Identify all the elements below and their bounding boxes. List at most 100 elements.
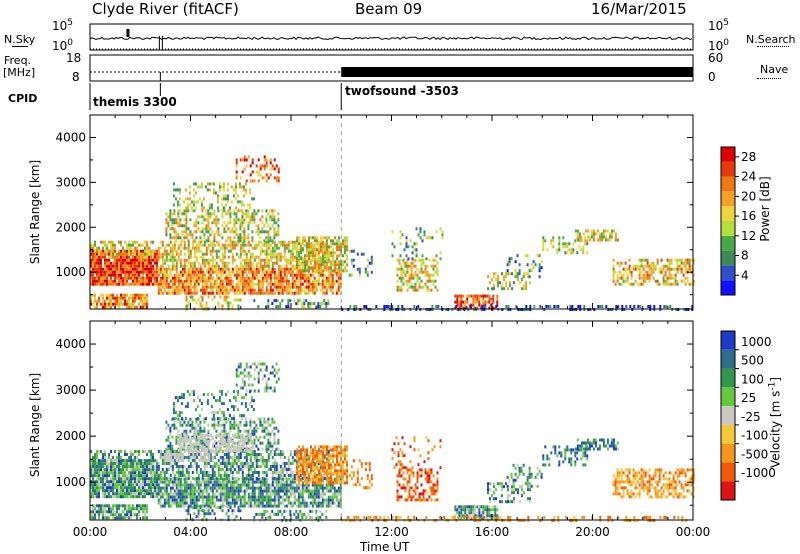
velocity-cell [299, 501, 302, 505]
power-cell [128, 252, 130, 256]
velocity-cell [128, 489, 130, 493]
power-cell [140, 264, 142, 268]
velocity-cell [265, 501, 268, 505]
power-cell [650, 267, 653, 271]
power-cell [257, 305, 260, 309]
power-cell [138, 293, 140, 297]
power-cell [169, 227, 172, 231]
power-cell [263, 267, 266, 271]
power-cell [306, 260, 308, 264]
power-cell [205, 230, 208, 234]
power-cell [146, 282, 148, 286]
velocity-cell [112, 516, 114, 520]
velocity-cell [177, 480, 180, 484]
power-cell [217, 227, 220, 231]
power-cell [247, 288, 250, 292]
power-cell [181, 282, 184, 286]
power-cell [217, 243, 220, 247]
power-cell [221, 273, 224, 277]
velocity-cell [106, 516, 108, 520]
power-cell [273, 218, 276, 222]
velocity-cell [251, 480, 254, 484]
velocity-cell [257, 498, 260, 502]
power-cell [227, 249, 230, 253]
power-cell [336, 257, 338, 261]
velocity-cell [134, 474, 136, 478]
power-cell [193, 285, 196, 289]
power-cell [229, 279, 232, 283]
velocity-cell [181, 504, 184, 508]
power-cell [267, 224, 270, 228]
power-cell [308, 260, 310, 264]
velocity-cell [247, 492, 250, 496]
velocity-cell [239, 498, 242, 502]
power-cell [124, 296, 126, 300]
power-cell [173, 267, 176, 271]
power-cell [301, 261, 304, 265]
power-cell [301, 282, 304, 286]
power-cell [508, 257, 511, 261]
power-cell [144, 282, 146, 286]
velocity-cell [315, 483, 318, 487]
power-cell [203, 264, 206, 268]
velocity-cell [175, 465, 178, 468]
power-cell [279, 252, 282, 256]
power-cell [173, 227, 176, 231]
velocity-cell [108, 492, 110, 496]
power-cell [525, 287, 527, 291]
power-cell [630, 276, 633, 280]
power-cell [221, 285, 224, 289]
power-cell [277, 282, 280, 286]
velocity-cell [116, 477, 118, 481]
velocity-cell [197, 480, 200, 484]
velocity-cell [138, 465, 140, 469]
power-cell [289, 258, 292, 262]
velocity-cell [207, 483, 210, 487]
power-cell [620, 273, 623, 277]
power-cell [312, 248, 314, 252]
power-cell [192, 188, 195, 192]
power-cell [247, 249, 250, 253]
velocity-cell [225, 480, 228, 484]
power-cell [132, 258, 134, 262]
velocity-cell [124, 474, 126, 478]
power-cell [662, 267, 665, 271]
power-cell [261, 209, 264, 213]
power-cell [306, 266, 308, 270]
velocity-cell [136, 459, 138, 463]
power-cell [211, 249, 214, 253]
velocity-cell [110, 507, 112, 511]
power-cell [579, 305, 582, 308]
power-cell [518, 272, 521, 276]
power-cell [118, 267, 120, 271]
power-cell [110, 249, 112, 253]
power-cell [243, 270, 246, 274]
power-cell [468, 294, 471, 298]
power-cell [263, 239, 266, 243]
power-cell [572, 251, 575, 255]
velocity-cell [199, 471, 202, 474]
power-cell [337, 291, 340, 295]
power-cell [241, 158, 244, 162]
velocity-cell [339, 501, 342, 505]
velocity-cell [146, 492, 148, 496]
velocity-cell [187, 486, 190, 490]
power-cell [227, 279, 230, 283]
velocity-cell [225, 501, 228, 505]
power-cell [253, 276, 256, 280]
velocity-cell [259, 504, 262, 508]
velocity-cell [173, 501, 176, 505]
power-cell [197, 298, 200, 302]
velocity-cell [112, 465, 114, 468]
velocity-cell [255, 495, 258, 499]
power-cell [205, 239, 208, 243]
velocity-cell [315, 495, 318, 499]
power-cell [324, 251, 326, 255]
power-cell [106, 282, 108, 286]
power-cell [612, 267, 615, 271]
power-cell [456, 294, 459, 298]
velocity-cell [191, 492, 194, 496]
velocity-cell [112, 486, 114, 490]
velocity-cell [313, 501, 316, 505]
power-cell [239, 209, 242, 213]
